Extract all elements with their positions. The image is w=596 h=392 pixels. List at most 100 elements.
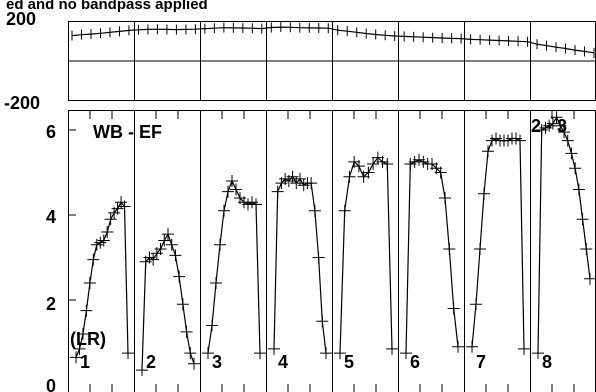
panel-2-data-point xyxy=(180,325,193,338)
panel-4-data-point xyxy=(294,172,306,185)
panel-4-data-point xyxy=(320,347,332,360)
panel-3-data-point xyxy=(214,238,226,251)
panel-7-data-point xyxy=(482,145,494,158)
panel-4-curve xyxy=(273,175,327,354)
panel-3-data-point xyxy=(250,198,262,211)
panel-2-data-point xyxy=(176,298,189,311)
panel-1-data-point xyxy=(90,238,103,251)
panel-1-data-point xyxy=(87,253,100,266)
panel-5-data-point xyxy=(352,160,365,173)
panel-5-data-point xyxy=(338,204,351,217)
panel-7-data-point xyxy=(474,243,486,255)
y-tick-top-200: 200 xyxy=(6,9,36,29)
panel-6-curve xyxy=(405,159,459,354)
panel-1-data-point xyxy=(118,200,131,213)
panel-label-6: 6 xyxy=(410,352,420,372)
panel-2-data-point xyxy=(158,234,171,247)
panel-8-data-point xyxy=(580,243,593,255)
panel-label-7: 7 xyxy=(476,352,486,372)
panel-7-data-point xyxy=(514,134,526,147)
panel-label-5: 5 xyxy=(344,352,354,372)
panel-8-data-point xyxy=(550,111,563,124)
panel-6-data-point xyxy=(443,243,456,255)
panel-1-data-point xyxy=(83,277,96,289)
y-tick-4: 4 xyxy=(46,207,56,227)
panel-2-data-point xyxy=(136,364,148,377)
panel-4-data-point xyxy=(268,342,280,355)
panel-label-3: 3 xyxy=(212,352,222,372)
panel-label-4: 4 xyxy=(278,352,288,372)
panel-prefix-lr: (LR) xyxy=(70,329,106,349)
panel-4-data-point xyxy=(312,251,325,264)
panel-8-curve xyxy=(537,115,591,354)
panel-label-1: 1 xyxy=(80,352,90,372)
panel-2-data-point xyxy=(147,253,160,266)
panel-4-data-point xyxy=(308,204,321,217)
amplitude-series-line xyxy=(71,26,595,54)
panel-6-data-point xyxy=(439,192,451,204)
panel-5-data-point xyxy=(381,158,394,170)
panel-5-curve xyxy=(339,156,393,354)
panel-6-data-point xyxy=(434,166,447,179)
panel-5-data-point xyxy=(362,166,375,179)
panel-7-data-point xyxy=(470,298,482,311)
panel-2-data-point xyxy=(162,228,174,241)
panel-2-data-point xyxy=(169,249,182,262)
panel-1-data-point xyxy=(111,202,124,215)
panel-1-data-point xyxy=(122,347,134,360)
panel-1-data-point xyxy=(94,236,107,249)
annotation-wb-ef: WB - EF xyxy=(93,122,162,142)
panel-5-data-point xyxy=(376,155,389,168)
panel-2-data-point xyxy=(184,347,197,360)
panel-4-data-point xyxy=(286,170,299,183)
panel-label-8: 8 xyxy=(542,352,552,372)
panel-3-data-point xyxy=(222,185,234,198)
panel-8-data-point xyxy=(554,119,567,132)
panel-1-curve xyxy=(75,201,129,358)
panel-4-data-point xyxy=(271,185,284,198)
panel-4-data-point xyxy=(305,177,318,190)
panel-8-data-point xyxy=(576,213,589,226)
panel-6-data-point xyxy=(452,340,464,353)
panel-7-data-point xyxy=(478,187,490,200)
panel-3-data-point xyxy=(218,204,230,217)
panel-7-data-point xyxy=(466,340,478,353)
panel-3-data-point xyxy=(226,175,238,187)
panel-2-data-point xyxy=(173,270,186,283)
panel-8-data-point xyxy=(546,117,559,130)
panel-3-data-point xyxy=(254,347,266,360)
panel-5-data-point xyxy=(367,158,380,170)
y-tick-0: 0 xyxy=(46,376,56,392)
panel-5-data-point xyxy=(334,347,346,360)
amplitude-panel: 200 -200 xyxy=(4,9,596,113)
panel-8-data-point xyxy=(561,134,574,147)
panel-2-data-point xyxy=(188,357,200,370)
panel-label-2: 2 xyxy=(146,352,156,372)
panel-1-data-point xyxy=(97,234,110,247)
panel-4-data-point xyxy=(316,315,329,328)
panel-3-data-point xyxy=(210,277,222,289)
panel-8-data-point xyxy=(572,183,585,196)
panel-3-data-point xyxy=(230,183,242,196)
panel-8-data-point xyxy=(532,347,544,360)
panel-1-data-point xyxy=(101,226,114,238)
panel-1-data-point xyxy=(73,342,86,355)
panel-1-data-point xyxy=(80,304,93,317)
panel-1-data-point xyxy=(70,351,82,364)
panel-5-data-point xyxy=(386,342,398,355)
y-tick-2: 2 xyxy=(46,294,56,314)
y-tick-top-minus200: -200 xyxy=(4,93,40,113)
panel-2-data-point xyxy=(154,243,167,255)
panel-1-data-point xyxy=(76,328,89,340)
panel-8-data-point xyxy=(584,272,596,285)
chart-title: ed and no bandpass applied xyxy=(6,0,208,13)
panel-8-data-point xyxy=(565,147,578,160)
panel-3-data-point xyxy=(206,319,218,332)
panel-3-data-point xyxy=(202,347,214,360)
panel-6-data-point xyxy=(400,347,412,360)
panel-1-data-point xyxy=(104,213,117,226)
panel-8-data-point xyxy=(558,126,570,139)
panel-2-data-point xyxy=(165,238,178,251)
panel-8-data-point xyxy=(569,162,582,175)
